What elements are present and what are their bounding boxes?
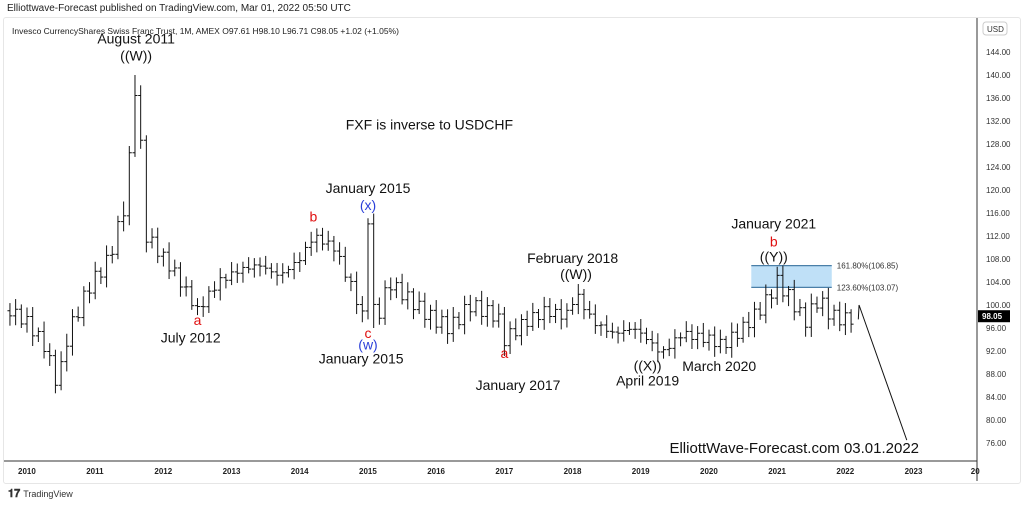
tv-logo-icon: 𝟏𝟕 — [8, 488, 21, 500]
currency-label: USD — [987, 25, 1004, 34]
ohlc-bars — [7, 75, 854, 394]
y-tick-label: 132.00 — [986, 117, 1011, 126]
y-tick-label: 92.00 — [986, 347, 1007, 356]
x-tick-label: 2019 — [632, 467, 650, 476]
x-tick-label: 2013 — [223, 467, 241, 476]
chart-frame — [3, 17, 1021, 484]
brand-name: TradingView — [23, 489, 73, 499]
y-tick-label: 120.00 — [986, 186, 1011, 195]
wave-annotation: April 2019 — [616, 373, 679, 389]
wave-annotation: (x) — [360, 197, 376, 213]
wave-annotation: July 2012 — [161, 329, 221, 345]
wave-annotation: b — [310, 209, 318, 225]
wave-annotation: a — [501, 345, 509, 361]
wave-annotation: c — [365, 325, 372, 341]
symbol-legend: Invesco CurrencyShares Swiss Franc Trust… — [12, 26, 399, 36]
projection-line — [857, 304, 908, 441]
y-tick-label: 104.00 — [986, 278, 1011, 287]
y-tick-label: 84.00 — [986, 393, 1007, 402]
x-tick-label: 2020 — [700, 467, 718, 476]
tradingview-logo[interactable]: 𝟏𝟕 TradingView — [8, 488, 73, 501]
y-tick-label: 128.00 — [986, 140, 1011, 149]
fib-level-label: 123.60%(103.07) — [837, 283, 899, 292]
y-tick-label: 144.00 — [986, 48, 1011, 57]
x-tick-label: 2021 — [768, 467, 786, 476]
x-tick-label: 2014 — [291, 467, 309, 476]
currency-badge — [982, 21, 1008, 36]
y-tick-label: 100.00 — [986, 301, 1011, 310]
wave-annotation: b — [770, 233, 778, 249]
x-tick-label: 2012 — [154, 467, 172, 476]
last-price-label: 98.05 — [982, 312, 1003, 321]
wave-annotation: January 2015 — [319, 351, 404, 367]
x-tick-label: 2015 — [359, 467, 377, 476]
wave-annotation: January 2017 — [476, 377, 561, 393]
wave-annotation: ElliottWave-Forecast.com 03.01.2022 — [669, 440, 919, 457]
wave-annotation: a — [194, 312, 202, 328]
y-tick-label: 108.00 — [986, 255, 1011, 264]
wave-annotation: (w) — [358, 336, 377, 352]
x-tick-label: 20 — [971, 467, 980, 476]
x-tick-label: 2022 — [836, 467, 854, 476]
x-tick-label: 2017 — [495, 467, 513, 476]
y-tick-label: 124.00 — [986, 163, 1011, 172]
fib-level-label: 161.80%(106.85) — [837, 262, 899, 271]
x-tick-label: 2023 — [905, 467, 923, 476]
x-tick-label: 2016 — [427, 467, 445, 476]
wave-annotation: FXF is inverse to USDCHF — [346, 117, 513, 133]
y-tick-label: 76.00 — [986, 439, 1007, 448]
y-tick-label: 136.00 — [986, 94, 1011, 103]
y-tick-label: 96.00 — [986, 324, 1007, 333]
x-tick-label: 2018 — [564, 467, 582, 476]
y-tick-label: 80.00 — [986, 416, 1007, 425]
wave-annotation: March 2020 — [682, 358, 756, 374]
fib-zone — [751, 265, 832, 288]
wave-annotation: February 2018 — [527, 250, 618, 266]
last-price-badge — [978, 310, 1010, 323]
wave-annotation: ((W)) — [560, 266, 592, 282]
y-tick-label: 112.00 — [986, 232, 1010, 241]
wave-annotation: ((W)) — [120, 48, 152, 64]
wave-annotation: January 2021 — [731, 216, 816, 232]
wave-annotation: ((X)) — [634, 358, 662, 374]
published-line: Elliottwave-Forecast published on Tradin… — [7, 3, 351, 14]
x-tick-label: 2010 — [18, 467, 36, 476]
y-tick-label: 88.00 — [986, 370, 1007, 379]
wave-annotation: ((Y)) — [760, 248, 788, 264]
x-tick-label: 2011 — [86, 467, 104, 476]
y-tick-label: 140.00 — [986, 71, 1011, 80]
wave-annotation: August 2011 — [97, 30, 175, 46]
wave-annotation: January 2015 — [326, 180, 411, 196]
y-tick-label: 116.00 — [986, 209, 1010, 218]
